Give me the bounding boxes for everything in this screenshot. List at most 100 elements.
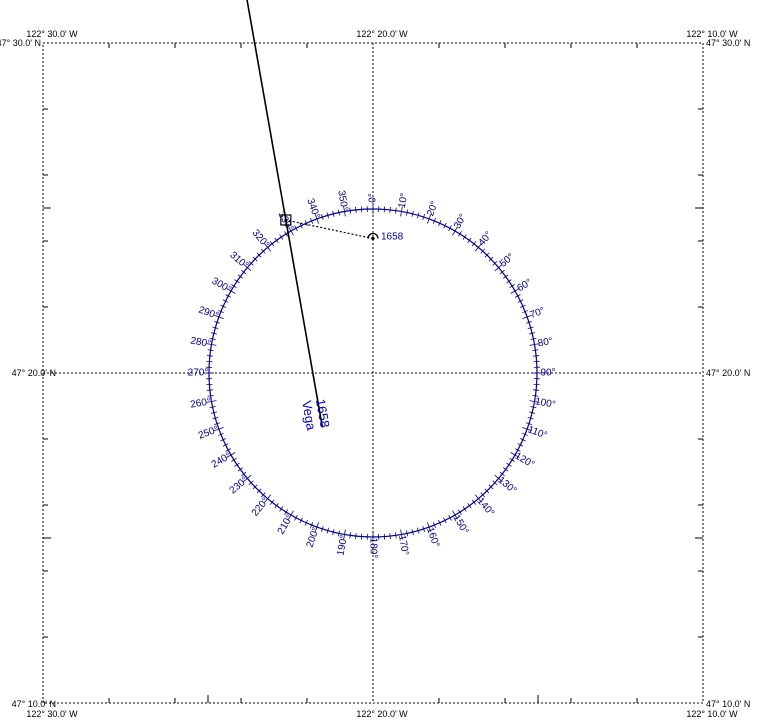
compass-tick	[218, 432, 224, 436]
compass-tick	[284, 509, 289, 515]
compass-tick	[529, 400, 540, 403]
compass-tick	[234, 279, 240, 284]
compass-tick	[517, 299, 524, 303]
top-right-lon-label: 122° 10.0' W	[686, 29, 738, 39]
compass-tick	[206, 343, 217, 346]
compass-tick	[206, 355, 213, 357]
compass-tick	[522, 314, 532, 319]
compass-tick	[448, 225, 452, 232]
intercept-line	[285, 219, 374, 240]
compass-tick	[400, 529, 403, 540]
compass-tick	[226, 288, 236, 294]
compass-tick	[321, 214, 324, 221]
compass-tick	[214, 321, 221, 324]
compass-tick	[494, 264, 503, 272]
compass-tick	[395, 207, 397, 214]
compass-tick	[400, 206, 403, 217]
compass-tick	[427, 522, 432, 532]
compass-tick	[494, 474, 503, 482]
compass-tick	[294, 225, 298, 232]
compass-tick	[231, 457, 237, 462]
compass-tick	[288, 510, 294, 520]
compass-label: 0°	[368, 193, 379, 203]
compass-tick	[222, 443, 229, 447]
compass-tick	[510, 452, 520, 458]
compass-tick	[525, 422, 532, 425]
compass-label: 280°	[189, 336, 211, 350]
compass-tick	[488, 256, 494, 262]
compass-label: 260°	[190, 396, 212, 410]
compass-tick	[206, 389, 213, 391]
compass-tick	[514, 294, 521, 298]
compass-tick	[452, 510, 458, 520]
compass-tick	[243, 474, 252, 482]
compass-tick	[260, 248, 266, 254]
compass-tick	[519, 304, 526, 308]
compass-label: 160°	[424, 526, 441, 549]
compass-tick	[343, 206, 346, 217]
left-top-lat-label: 47° 30.0' N	[0, 38, 41, 48]
left-bottom-lat-label: 47° 10.0' N	[12, 699, 56, 709]
compass-tick	[241, 269, 247, 275]
compass-tick	[326, 212, 330, 219]
compass-label: 270°	[188, 368, 209, 379]
compass-label: 150°	[450, 513, 470, 536]
compass-tick	[480, 248, 486, 254]
compass-label: 60°	[515, 277, 534, 294]
compass-tick	[355, 533, 357, 540]
compass-tick	[467, 237, 472, 243]
top-left-lon-label: 122° 30.0' W	[26, 29, 78, 39]
compass-tick	[314, 522, 319, 532]
compass-tick	[225, 448, 232, 452]
compass-tick	[484, 488, 490, 494]
compass-tick	[506, 462, 512, 467]
compass-tick	[299, 517, 303, 524]
compass-tick	[274, 503, 279, 509]
compass-tick	[438, 220, 442, 227]
compass-tick	[452, 226, 458, 236]
compass-tick	[274, 237, 279, 243]
compass-tick	[256, 488, 262, 494]
compass-tick	[474, 243, 482, 252]
compass-tick	[279, 506, 284, 512]
compass-tick	[237, 274, 243, 279]
compass-tick	[532, 395, 539, 397]
compass-tick	[226, 452, 236, 458]
compass-tick	[438, 519, 442, 526]
compass-tick	[532, 349, 539, 351]
compass-tick	[522, 427, 532, 432]
compass-tick	[422, 525, 425, 532]
compass-tick	[284, 231, 289, 237]
compass-tick	[471, 499, 477, 505]
compass-tick	[321, 525, 324, 532]
compass-tick	[218, 310, 224, 314]
top-mid-lon-label: 122° 20.0' W	[356, 29, 408, 39]
compass-tick	[220, 304, 227, 308]
bottom-mid-lon-label: 122° 20.0' W	[356, 709, 408, 719]
compass-tick	[214, 422, 221, 425]
compass-tick	[462, 506, 467, 512]
compass-tick	[264, 243, 272, 252]
compass-tick	[510, 288, 520, 294]
compass-tick	[529, 332, 536, 335]
compass-tick	[506, 279, 512, 284]
right-mid-lat-label: 47° 20.0' N	[706, 368, 750, 378]
compass-tick	[533, 355, 540, 357]
compass-tick	[337, 530, 340, 537]
compass-tick	[427, 214, 432, 224]
line-of-position	[246, 0, 324, 427]
compass-tick	[462, 234, 467, 240]
compass-tick	[514, 448, 521, 452]
compass-tick	[256, 252, 262, 258]
compass-label: 250°	[197, 424, 220, 441]
compass-tick	[207, 395, 214, 397]
compass-tick	[448, 514, 452, 521]
compass-tick	[252, 256, 258, 262]
compass-tick	[231, 284, 237, 289]
compass-tick	[264, 494, 272, 503]
compass-tick	[509, 457, 515, 462]
ap-label: 1658	[381, 232, 404, 243]
compass-tick	[530, 337, 537, 340]
